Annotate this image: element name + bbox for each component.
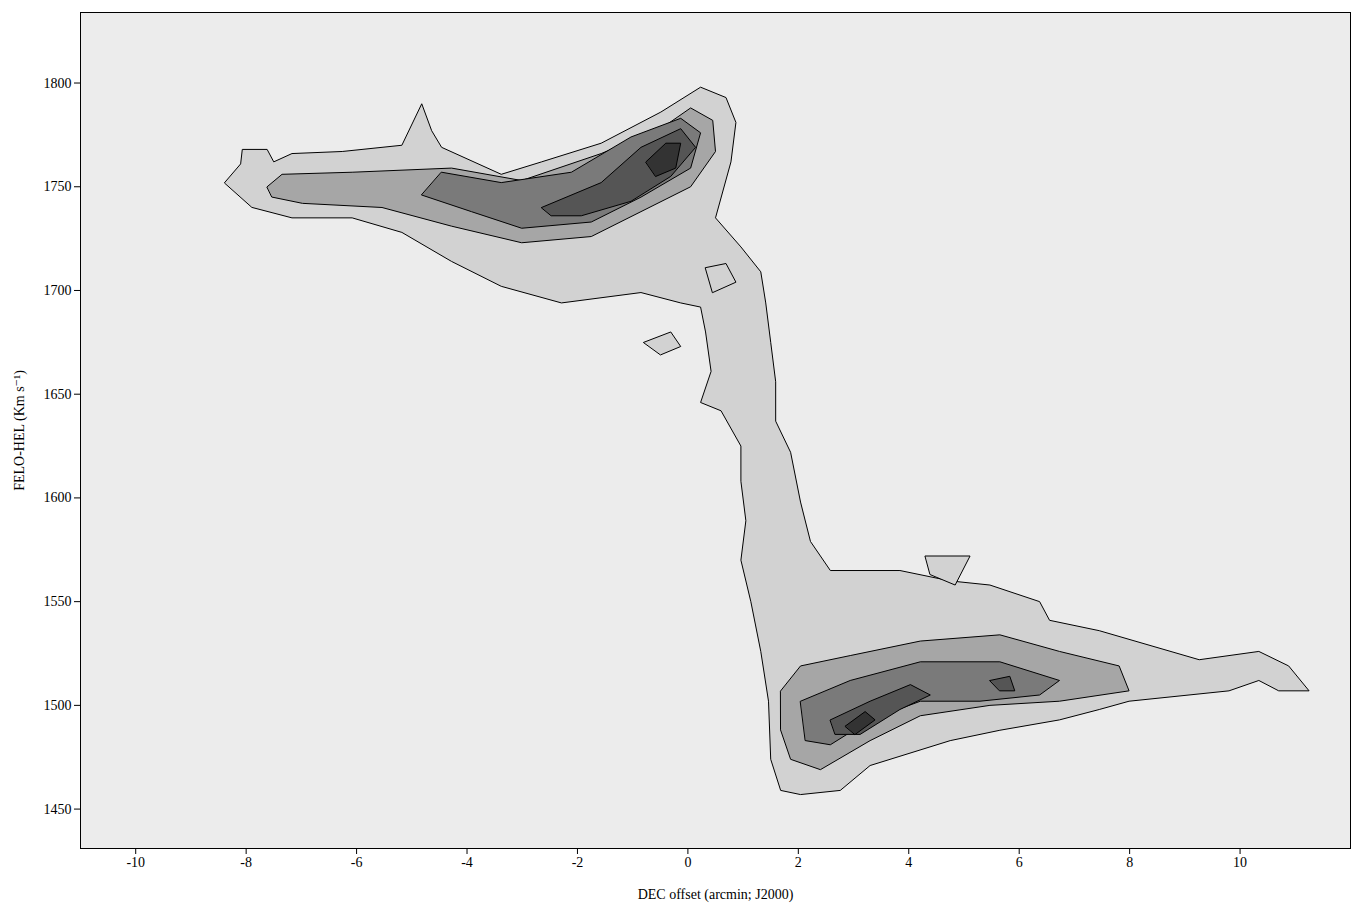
- svg-text:-10: -10: [126, 855, 145, 870]
- svg-text:8: 8: [1126, 855, 1133, 870]
- svg-text:2: 2: [795, 855, 802, 870]
- svg-text:-6: -6: [351, 855, 363, 870]
- svg-text:1600: 1600: [44, 490, 72, 505]
- svg-text:4: 4: [905, 855, 912, 870]
- svg-text:1800: 1800: [44, 76, 72, 91]
- svg-text:10: 10: [1233, 855, 1247, 870]
- svg-text:1550: 1550: [44, 594, 72, 609]
- svg-text:1650: 1650: [44, 387, 72, 402]
- svg-text:FELO-HEL (Km s⁻¹): FELO-HEL (Km s⁻¹): [12, 370, 28, 491]
- svg-text:6: 6: [1016, 855, 1023, 870]
- svg-text:-2: -2: [572, 855, 584, 870]
- svg-text:-8: -8: [240, 855, 252, 870]
- svg-text:-4: -4: [461, 855, 473, 870]
- svg-text:0: 0: [684, 855, 691, 870]
- svg-text:1450: 1450: [44, 802, 72, 817]
- svg-text:1750: 1750: [44, 179, 72, 194]
- svg-text:DEC offset (arcmin; J2000): DEC offset (arcmin; J2000): [638, 887, 794, 903]
- svg-text:1700: 1700: [44, 283, 72, 298]
- svg-text:1500: 1500: [44, 698, 72, 713]
